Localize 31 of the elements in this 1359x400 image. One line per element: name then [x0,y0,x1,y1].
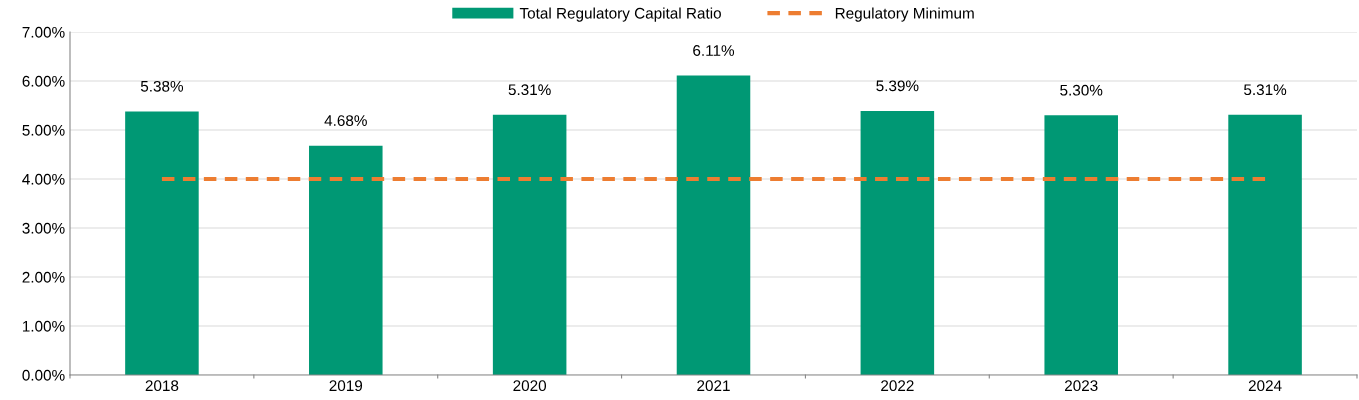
data-label: 5.30% [1060,84,1103,96]
bar [125,111,199,375]
x-tick-label: 2020 [513,380,547,392]
y-tick-label: 7.00% [22,26,65,38]
data-label: 5.31% [508,84,551,96]
y-tick-label: 4.00% [22,173,65,185]
bar [860,110,935,375]
legend-label: Regulatory Minimum [835,7,974,22]
y-tick-label: 1.00% [22,320,65,332]
x-tick-label: 2018 [145,380,179,392]
y-tick-label: 5.00% [22,124,65,136]
x-tick-label: 2024 [1248,380,1282,392]
x-tick-label: 2019 [329,380,363,392]
x-tick-label: 2021 [697,380,730,392]
data-label: 6.11% [693,45,735,56]
x-tick-label: 2022 [881,380,914,392]
y-tick-label: 6.00% [22,75,65,87]
y-tick-label: 2.00% [22,271,65,283]
bar [1228,114,1302,375]
bar [492,114,567,375]
x-tick-label: 2023 [1064,380,1098,392]
legend-label: Total Regulatory Capital Ratio [519,7,721,22]
y-tick-label: 0.00% [22,369,65,381]
data-label: 5.38% [140,80,184,92]
data-label: 5.31% [1244,84,1287,96]
data-label: 5.39% [876,80,919,92]
bar [1044,115,1118,375]
y-tick-label: 3.00% [22,222,65,234]
data-label: 4.68% [324,115,367,126]
bar [309,145,383,375]
bar [676,75,751,375]
